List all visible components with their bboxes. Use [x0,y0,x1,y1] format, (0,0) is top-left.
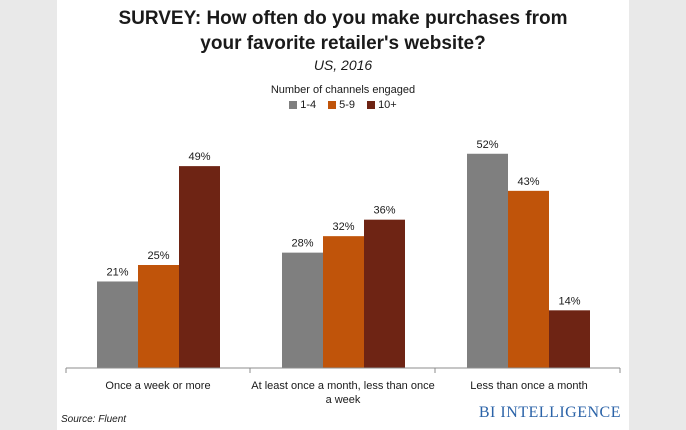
chart-subtitle: US, 2016 [313,57,373,73]
category-label-monthly: At least once a month, less than once [251,380,434,392]
category-label-weekly: Once a week or more [105,380,210,392]
legend-swatch-10-plus [367,101,376,109]
legend-title: Number of channels engaged [270,84,416,96]
bar-monthly-5-9 [323,236,364,368]
category-label-less-than-monthly: Less than once a month [470,380,587,392]
data-label-less-than-monthly-1-4: 52% [476,139,498,151]
bar-less-than-monthly-10-plus [549,310,590,368]
chart-title: SURVEY: How often do you make purchases … [57,6,629,56]
data-label-monthly-1-4: 28% [291,238,313,250]
bi-intelligence-logo: BI INTELLIGENCE [478,404,621,421]
bar-weekly-10-plus [179,166,220,368]
data-label-monthly-10-plus: 36% [373,205,395,217]
data-label-monthly-5-9: 32% [332,221,354,233]
bar-monthly-10-plus [364,219,405,368]
legend-item-10-plus: 10+ [367,99,397,111]
data-label-weekly-5-9: 25% [147,250,169,262]
bar-less-than-monthly-1-4 [467,153,508,368]
legend-item-5-9: 5-9 [328,99,355,111]
legend-item-1-4: 1-4 [289,99,316,111]
bar-less-than-monthly-5-9 [508,190,549,368]
legend-label-5-9: 5-9 [339,99,356,111]
category-label-monthly-line-2: a week [326,394,361,406]
data-label-weekly-1-4: 21% [106,266,128,278]
bar-weekly-1-4 [97,281,138,368]
legend-label-10-plus: 10+ [378,99,397,111]
source-note: Source: Fluent [61,414,127,425]
data-label-weekly-10-plus: 49% [188,151,210,163]
bar-weekly-5-9 [138,265,179,368]
data-label-less-than-monthly-10-plus: 14% [558,295,580,307]
chart-title-line-2: your favorite retailer's website? [200,33,486,54]
bar-chart: 21% 25% 49% Once a week or more 28% 32% 36% At … [65,139,621,406]
legend: 1-4 5-9 10+ [57,99,629,111]
bar-monthly-1-4 [282,252,323,368]
legend-label-1-4: 1-4 [300,99,317,111]
chart-card: SURVEY: How often do you make purchases … [57,0,629,430]
legend-swatch-5-9 [328,101,337,109]
data-label-less-than-monthly-5-9: 43% [517,176,539,188]
chart-title-line-1: SURVEY: How often do you make purchases … [118,8,568,29]
legend-swatch-1-4 [289,101,298,109]
